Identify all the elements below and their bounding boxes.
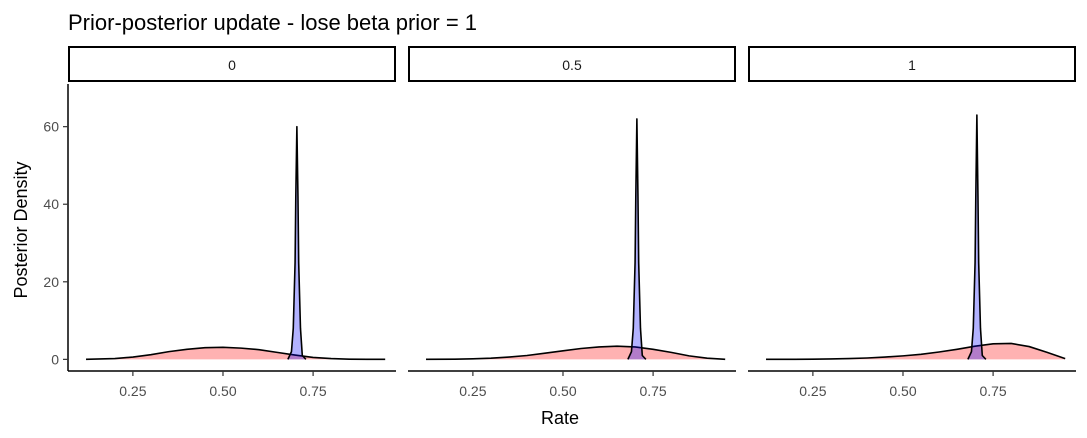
x-tick-label: 0.75 xyxy=(299,383,326,399)
x-tick-label: 0.50 xyxy=(889,383,916,399)
y-tick-label: 0 xyxy=(51,351,59,367)
prior-density-area xyxy=(426,346,726,360)
x-tick-label: 0.25 xyxy=(459,383,486,399)
x-tick-label: 0.75 xyxy=(979,383,1006,399)
x-tick-label: 0.50 xyxy=(209,383,236,399)
posterior-density-line xyxy=(627,118,647,360)
chart-title: Prior-posterior update - lose beta prior… xyxy=(68,10,477,35)
y-tick-label: 20 xyxy=(43,274,59,290)
facet-strip-label: 1 xyxy=(908,57,916,73)
y-tick-label: 60 xyxy=(43,119,59,135)
posterior-density-line xyxy=(967,114,987,360)
y-axis-title: Posterior Density xyxy=(11,161,31,298)
x-axis-title: Rate xyxy=(541,408,579,428)
facet-strip xyxy=(408,46,736,82)
facets: 0 0.25 0.50 0.75 0.5 0.25 0.50 0.75 1 0.25 0.50 0.7… xyxy=(68,46,1076,399)
x-tick-label: 0.25 xyxy=(119,383,146,399)
posterior-density-area xyxy=(287,126,306,360)
posterior-density-line xyxy=(287,125,307,360)
prior-density-area xyxy=(766,343,1066,360)
x-tick-label: 0.50 xyxy=(549,383,576,399)
posterior-density-area xyxy=(967,115,986,360)
prior-density-area xyxy=(86,347,386,360)
prior-density-line xyxy=(426,345,726,361)
y-tick-label: 40 xyxy=(43,196,59,212)
facet-panel: 1 0.25 0.50 0.75 xyxy=(748,46,1076,399)
prior-density-line xyxy=(766,342,1066,361)
y-axis: 0 20 40 60 xyxy=(43,84,69,371)
facet-strip-label: 0 xyxy=(228,57,236,73)
x-tick-label: 0.75 xyxy=(639,383,666,399)
facet-strip xyxy=(748,46,1076,82)
x-tick-label: 0.25 xyxy=(799,383,826,399)
facet-panel: 0 0.25 0.50 0.75 xyxy=(68,46,396,399)
facet-strip-label: 0.5 xyxy=(562,57,582,73)
facet-strip xyxy=(68,46,396,82)
prior-density-line xyxy=(85,346,386,361)
posterior-density-area xyxy=(627,118,646,360)
facet-panel: 0.5 0.25 0.50 0.75 xyxy=(408,46,736,399)
